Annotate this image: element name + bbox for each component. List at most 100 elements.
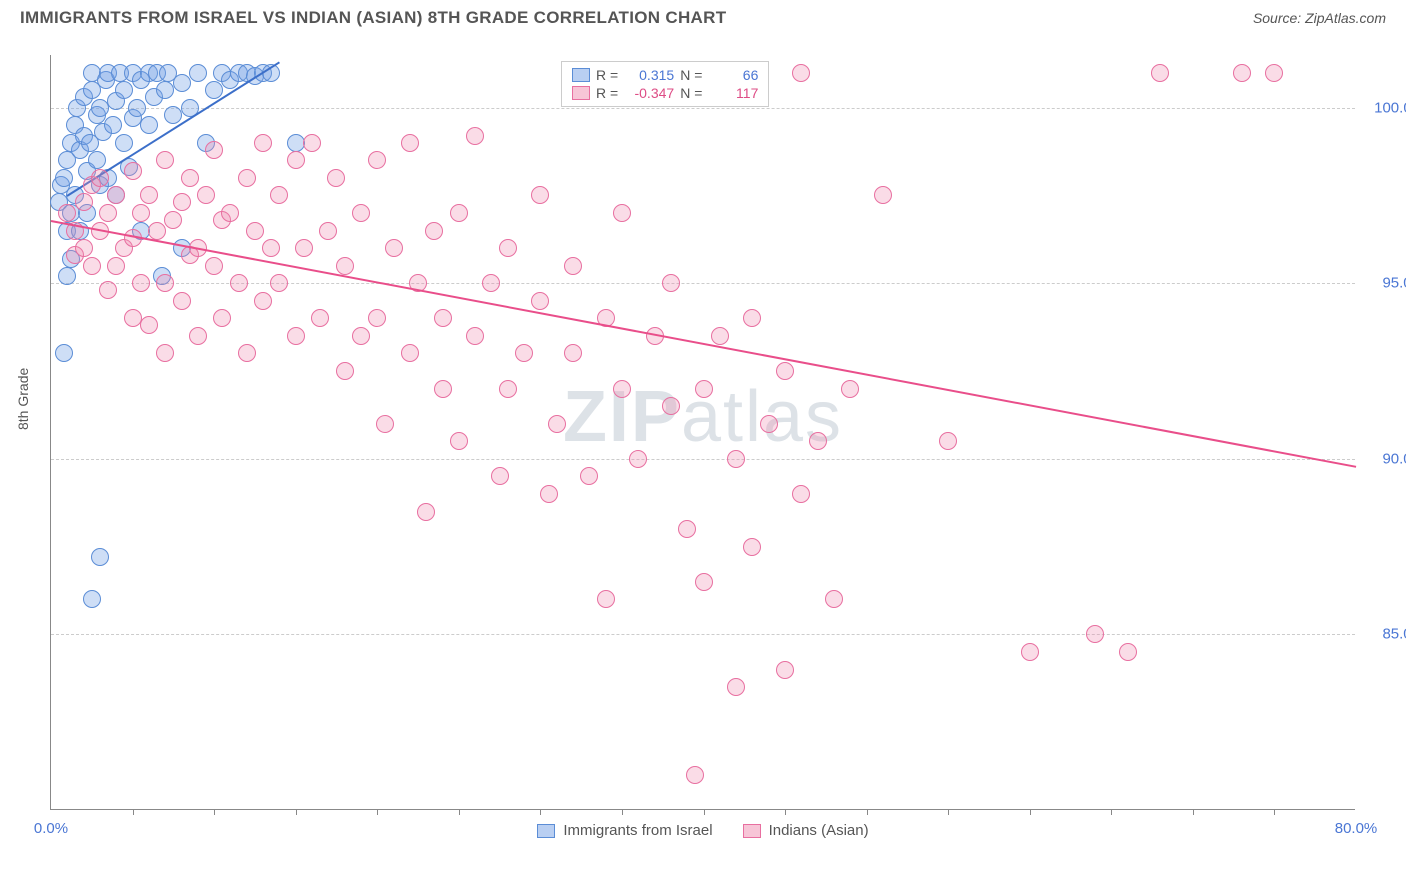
data-point-indian bbox=[246, 222, 264, 240]
data-point-indian bbox=[91, 169, 109, 187]
x-tick-label: 80.0% bbox=[1335, 820, 1378, 837]
data-point-israel bbox=[55, 344, 73, 362]
data-point-indian bbox=[450, 432, 468, 450]
data-point-indian bbox=[173, 292, 191, 310]
swatch-pink-icon bbox=[743, 824, 761, 838]
data-point-indian bbox=[148, 222, 166, 240]
x-tick-mark bbox=[133, 809, 134, 815]
data-point-israel bbox=[91, 548, 109, 566]
data-point-indian bbox=[75, 193, 93, 211]
data-point-indian bbox=[1021, 643, 1039, 661]
data-point-indian bbox=[270, 274, 288, 292]
data-point-indian bbox=[99, 281, 117, 299]
data-point-indian bbox=[107, 186, 125, 204]
data-point-indian bbox=[499, 380, 517, 398]
data-point-indian bbox=[482, 274, 500, 292]
data-point-indian bbox=[262, 239, 280, 257]
x-tick-mark bbox=[948, 809, 949, 815]
data-point-indian bbox=[792, 485, 810, 503]
data-point-indian bbox=[107, 257, 125, 275]
y-tick-label: 95.0% bbox=[1365, 275, 1406, 292]
data-point-indian bbox=[401, 134, 419, 152]
n-value-indian: 117 bbox=[708, 85, 758, 101]
data-point-israel bbox=[55, 169, 73, 187]
gridline bbox=[51, 108, 1355, 109]
data-point-indian bbox=[368, 309, 386, 327]
data-point-indian bbox=[173, 193, 191, 211]
data-point-indian bbox=[809, 432, 827, 450]
x-tick-mark bbox=[1193, 809, 1194, 815]
data-point-indian bbox=[140, 316, 158, 334]
data-point-indian bbox=[825, 590, 843, 608]
data-point-indian bbox=[466, 127, 484, 145]
data-point-indian bbox=[1151, 64, 1169, 82]
data-point-israel bbox=[140, 116, 158, 134]
data-point-indian bbox=[597, 590, 615, 608]
data-point-indian bbox=[548, 415, 566, 433]
legend-item-indian: Indians (Asian) bbox=[743, 822, 869, 839]
data-point-indian bbox=[434, 380, 452, 398]
data-point-indian bbox=[841, 380, 859, 398]
data-point-indian bbox=[164, 211, 182, 229]
data-point-indian bbox=[156, 344, 174, 362]
data-point-indian bbox=[1233, 64, 1251, 82]
data-point-indian bbox=[686, 766, 704, 784]
data-point-indian bbox=[417, 503, 435, 521]
chart-title: IMMIGRANTS FROM ISRAEL VS INDIAN (ASIAN)… bbox=[20, 8, 726, 28]
correlation-legend: R = 0.315 N = 66 R = -0.347 N = 117 bbox=[561, 61, 769, 107]
swatch-pink-icon bbox=[572, 86, 590, 100]
data-point-indian bbox=[776, 661, 794, 679]
data-point-indian bbox=[1265, 64, 1283, 82]
data-point-indian bbox=[336, 362, 354, 380]
x-tick-mark bbox=[867, 809, 868, 815]
data-point-israel bbox=[128, 99, 146, 117]
data-point-indian bbox=[221, 204, 239, 222]
r-label: R = bbox=[596, 67, 618, 83]
data-point-indian bbox=[156, 151, 174, 169]
data-point-indian bbox=[270, 186, 288, 204]
legend-row-indian: R = -0.347 N = 117 bbox=[572, 84, 758, 102]
data-point-indian bbox=[58, 204, 76, 222]
swatch-blue-icon bbox=[572, 68, 590, 82]
data-point-indian bbox=[83, 257, 101, 275]
data-point-indian bbox=[132, 204, 150, 222]
data-point-israel bbox=[156, 81, 174, 99]
n-label: N = bbox=[680, 85, 702, 101]
data-point-indian bbox=[491, 467, 509, 485]
gridline bbox=[51, 634, 1355, 635]
data-point-indian bbox=[124, 309, 142, 327]
data-point-israel bbox=[164, 106, 182, 124]
data-point-indian bbox=[181, 169, 199, 187]
data-point-indian bbox=[287, 327, 305, 345]
data-point-indian bbox=[613, 204, 631, 222]
data-point-indian bbox=[540, 485, 558, 503]
data-point-indian bbox=[352, 327, 370, 345]
data-point-israel bbox=[91, 99, 109, 117]
data-point-indian bbox=[613, 380, 631, 398]
n-value-israel: 66 bbox=[708, 67, 758, 83]
data-point-indian bbox=[205, 257, 223, 275]
data-point-israel bbox=[189, 64, 207, 82]
r-value-israel: 0.315 bbox=[624, 67, 674, 83]
data-point-indian bbox=[939, 432, 957, 450]
data-point-indian bbox=[629, 450, 647, 468]
data-point-indian bbox=[760, 415, 778, 433]
data-point-israel bbox=[115, 134, 133, 152]
data-point-indian bbox=[238, 344, 256, 362]
data-point-indian bbox=[792, 64, 810, 82]
x-tick-mark bbox=[214, 809, 215, 815]
data-point-indian bbox=[311, 309, 329, 327]
data-point-israel bbox=[104, 116, 122, 134]
data-point-indian bbox=[499, 239, 517, 257]
x-tick-mark bbox=[459, 809, 460, 815]
data-point-indian bbox=[425, 222, 443, 240]
source-label: Source: ZipAtlas.com bbox=[1253, 10, 1386, 26]
data-point-indian bbox=[352, 204, 370, 222]
y-axis-label: 8th Grade bbox=[15, 368, 31, 430]
data-point-indian bbox=[743, 538, 761, 556]
x-tick-mark bbox=[1274, 809, 1275, 815]
chart-header: IMMIGRANTS FROM ISRAEL VS INDIAN (ASIAN)… bbox=[0, 0, 1406, 32]
data-point-indian bbox=[213, 309, 231, 327]
data-point-indian bbox=[140, 186, 158, 204]
x-tick-mark bbox=[1030, 809, 1031, 815]
